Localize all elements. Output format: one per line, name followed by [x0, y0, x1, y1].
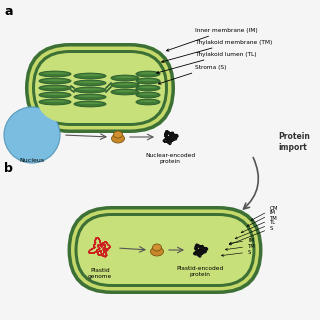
Text: TL: TL — [235, 220, 276, 239]
Text: S: S — [229, 226, 273, 245]
Text: OM: OM — [251, 205, 278, 220]
Ellipse shape — [139, 86, 157, 88]
Ellipse shape — [74, 101, 106, 107]
Ellipse shape — [114, 131, 123, 138]
Ellipse shape — [136, 85, 160, 91]
Text: TM: TM — [226, 244, 256, 250]
Text: Protein
import: Protein import — [278, 132, 310, 152]
FancyBboxPatch shape — [32, 50, 168, 126]
Ellipse shape — [43, 100, 67, 102]
FancyBboxPatch shape — [77, 216, 252, 284]
Text: IM: IM — [229, 237, 254, 244]
Text: Thylakoid membrane (TM): Thylakoid membrane (TM) — [162, 39, 272, 62]
Ellipse shape — [74, 73, 106, 79]
Ellipse shape — [39, 71, 71, 77]
Ellipse shape — [136, 71, 160, 77]
Ellipse shape — [139, 79, 157, 81]
Text: IM: IM — [247, 211, 276, 227]
Text: Stroma (S): Stroma (S) — [158, 65, 227, 84]
Text: Nucleus: Nucleus — [20, 158, 44, 163]
Ellipse shape — [111, 75, 139, 81]
Ellipse shape — [139, 72, 157, 74]
Ellipse shape — [153, 244, 162, 251]
Ellipse shape — [78, 88, 102, 90]
FancyBboxPatch shape — [25, 43, 175, 133]
Ellipse shape — [43, 79, 67, 81]
Ellipse shape — [78, 81, 102, 83]
Text: S: S — [221, 250, 252, 256]
Ellipse shape — [136, 78, 160, 84]
Ellipse shape — [115, 76, 135, 78]
Ellipse shape — [43, 72, 67, 74]
Ellipse shape — [139, 100, 157, 102]
FancyBboxPatch shape — [35, 53, 165, 123]
Ellipse shape — [39, 85, 71, 91]
Text: Plastid
genome: Plastid genome — [88, 268, 112, 279]
Ellipse shape — [136, 92, 160, 98]
Ellipse shape — [39, 78, 71, 84]
Ellipse shape — [136, 99, 160, 105]
Text: TM: TM — [241, 215, 278, 233]
Text: Thylakoid lumen (TL): Thylakoid lumen (TL) — [156, 52, 257, 74]
Ellipse shape — [78, 74, 102, 76]
Ellipse shape — [43, 93, 67, 95]
Ellipse shape — [111, 82, 139, 88]
FancyBboxPatch shape — [68, 206, 262, 294]
Ellipse shape — [111, 89, 139, 95]
Text: Inner membrane (IM): Inner membrane (IM) — [166, 28, 258, 51]
Ellipse shape — [115, 83, 135, 85]
FancyBboxPatch shape — [71, 210, 259, 291]
Ellipse shape — [139, 93, 157, 95]
Ellipse shape — [78, 95, 102, 97]
Text: a: a — [4, 5, 12, 18]
Text: b: b — [4, 162, 13, 175]
Ellipse shape — [115, 90, 135, 92]
Ellipse shape — [111, 134, 124, 143]
Ellipse shape — [39, 99, 71, 105]
Text: Nuclear-encoded
protein: Nuclear-encoded protein — [145, 153, 195, 164]
Ellipse shape — [74, 87, 106, 93]
Ellipse shape — [43, 86, 67, 88]
FancyBboxPatch shape — [75, 213, 255, 287]
Ellipse shape — [150, 247, 164, 256]
Ellipse shape — [74, 80, 106, 86]
Ellipse shape — [4, 107, 60, 163]
Ellipse shape — [78, 102, 102, 104]
Text: Plastid-encoded
protein: Plastid-encoded protein — [176, 266, 224, 277]
FancyBboxPatch shape — [28, 46, 172, 130]
Ellipse shape — [74, 94, 106, 100]
Ellipse shape — [39, 92, 71, 98]
